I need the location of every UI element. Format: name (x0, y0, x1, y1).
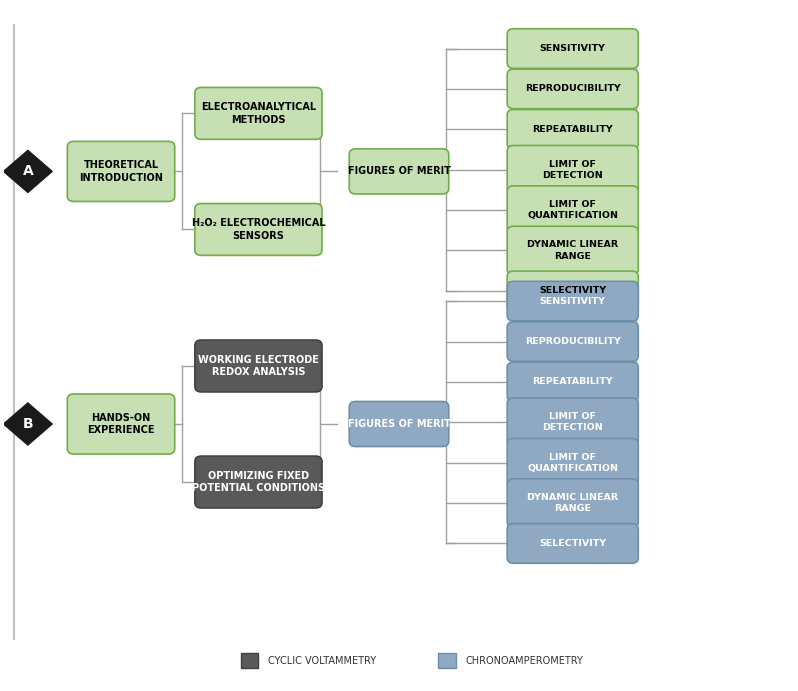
Text: SELECTIVITY: SELECTIVITY (539, 286, 606, 295)
FancyBboxPatch shape (195, 204, 322, 256)
FancyBboxPatch shape (508, 226, 638, 275)
Text: CYCLIC VOLTAMMETRY: CYCLIC VOLTAMMETRY (268, 656, 376, 666)
FancyBboxPatch shape (508, 322, 638, 361)
FancyBboxPatch shape (67, 142, 175, 202)
Text: SENSITIVITY: SENSITIVITY (539, 44, 606, 53)
Text: DYNAMIC LINEAR
RANGE: DYNAMIC LINEAR RANGE (527, 493, 618, 513)
Text: H₂O₂ ELECTROCHEMICAL
SENSORS: H₂O₂ ELECTROCHEMICAL SENSORS (192, 218, 326, 240)
FancyBboxPatch shape (508, 524, 638, 563)
Text: REPRODUCIBILITY: REPRODUCIBILITY (525, 84, 621, 93)
Text: REPRODUCIBILITY: REPRODUCIBILITY (525, 337, 621, 346)
FancyBboxPatch shape (508, 398, 638, 446)
Text: REPEATABILITY: REPEATABILITY (532, 377, 613, 386)
FancyBboxPatch shape (508, 362, 638, 401)
Text: B: B (22, 417, 34, 431)
FancyBboxPatch shape (508, 29, 638, 68)
Text: ELECTROANALYTICAL
METHODS: ELECTROANALYTICAL METHODS (201, 102, 316, 124)
FancyBboxPatch shape (195, 340, 322, 392)
Text: REPEATABILITY: REPEATABILITY (532, 125, 613, 134)
FancyBboxPatch shape (67, 394, 175, 454)
Text: A: A (22, 164, 34, 178)
FancyBboxPatch shape (508, 281, 638, 321)
FancyBboxPatch shape (241, 654, 259, 668)
Text: SENSITIVITY: SENSITIVITY (539, 296, 606, 305)
FancyBboxPatch shape (508, 271, 638, 311)
FancyBboxPatch shape (508, 69, 638, 108)
Text: LIMIT OF
QUANTIFICATION: LIMIT OF QUANTIFICATION (527, 453, 618, 473)
Text: FIGURES OF MERIT: FIGURES OF MERIT (348, 419, 450, 429)
FancyBboxPatch shape (508, 439, 638, 487)
Text: LIMIT OF
DETECTION: LIMIT OF DETECTION (543, 160, 603, 180)
Text: SELECTIVITY: SELECTIVITY (539, 539, 606, 548)
FancyBboxPatch shape (350, 149, 448, 194)
Text: LIMIT OF
QUANTIFICATION: LIMIT OF QUANTIFICATION (527, 200, 618, 220)
FancyBboxPatch shape (508, 146, 638, 194)
Text: OPTIMIZING FIXED
POTENTIAL CONDITIONS: OPTIMIZING FIXED POTENTIAL CONDITIONS (192, 471, 325, 493)
FancyBboxPatch shape (508, 110, 638, 149)
FancyBboxPatch shape (350, 401, 448, 446)
FancyBboxPatch shape (508, 186, 638, 234)
Polygon shape (3, 403, 52, 445)
FancyBboxPatch shape (438, 654, 456, 668)
FancyBboxPatch shape (195, 456, 322, 508)
Text: WORKING ELECTRODE
REDOX ANALYSIS: WORKING ELECTRODE REDOX ANALYSIS (198, 354, 319, 377)
Text: DYNAMIC LINEAR
RANGE: DYNAMIC LINEAR RANGE (527, 240, 618, 261)
Polygon shape (3, 151, 52, 193)
Text: HANDS-ON
EXPERIENCE: HANDS-ON EXPERIENCE (87, 413, 155, 435)
Text: CHRONOAMPEROMETRY: CHRONOAMPEROMETRY (465, 656, 583, 666)
Text: FIGURES OF MERIT: FIGURES OF MERIT (348, 167, 450, 176)
Text: LIMIT OF
DETECTION: LIMIT OF DETECTION (543, 413, 603, 433)
FancyBboxPatch shape (195, 88, 322, 140)
Text: THEORETICAL
INTRODUCTION: THEORETICAL INTRODUCTION (79, 160, 163, 182)
FancyBboxPatch shape (508, 479, 638, 527)
